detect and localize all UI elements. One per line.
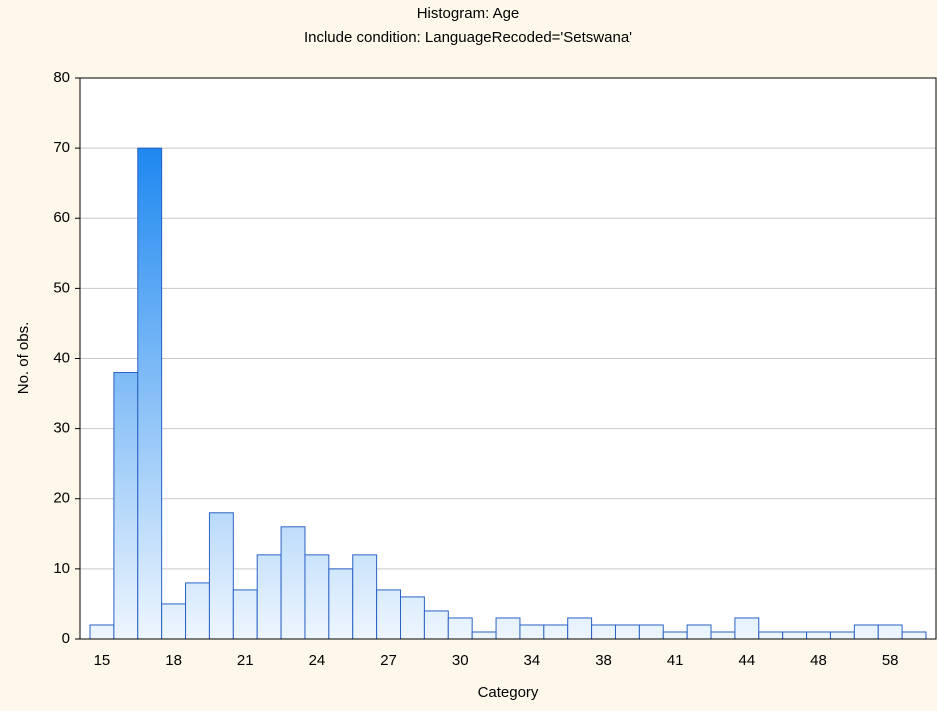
bar xyxy=(137,147,163,640)
bar xyxy=(280,526,306,640)
y-tick-label: 0 xyxy=(62,630,70,647)
x-tick-label: 48 xyxy=(810,652,827,669)
x-tick-label: 38 xyxy=(595,652,612,669)
bar xyxy=(710,631,736,640)
x-axis-label: Category xyxy=(478,684,539,701)
y-tick-label: 10 xyxy=(53,560,70,577)
bar xyxy=(232,589,258,640)
bar xyxy=(208,512,234,640)
bar xyxy=(256,554,282,640)
x-tick-label: 30 xyxy=(452,652,469,669)
bar xyxy=(161,603,187,640)
bar xyxy=(328,568,354,640)
y-tick-label: 60 xyxy=(53,209,70,226)
bar xyxy=(734,617,760,640)
x-tick-label: 41 xyxy=(667,652,684,669)
bar xyxy=(543,624,569,640)
x-tick-label: 18 xyxy=(165,652,182,669)
bar xyxy=(591,624,616,640)
y-tick-label: 20 xyxy=(53,490,70,507)
bar xyxy=(304,554,330,640)
bar xyxy=(614,624,640,640)
bar xyxy=(113,372,139,640)
x-tick-label: 44 xyxy=(739,652,756,669)
y-tick-label: 40 xyxy=(53,349,70,366)
bar xyxy=(423,610,449,640)
bar xyxy=(877,624,903,640)
bar xyxy=(400,596,425,640)
bar xyxy=(376,589,402,640)
x-tick-label: 15 xyxy=(94,652,111,669)
y-axis-label: No. of obs. xyxy=(15,322,32,395)
bar xyxy=(782,631,808,640)
x-tick-label: 24 xyxy=(309,652,326,669)
bar xyxy=(495,617,521,640)
bar xyxy=(853,624,879,640)
bar xyxy=(519,624,545,640)
bar xyxy=(471,631,497,640)
y-tick-label: 70 xyxy=(53,139,70,156)
chart-title: Histogram: Age xyxy=(417,5,520,22)
bar xyxy=(638,624,664,640)
x-tick-label: 34 xyxy=(524,652,541,669)
bar xyxy=(686,624,712,640)
chart-subtitle: Include condition: LanguageRecoded='Sets… xyxy=(304,29,632,46)
bar xyxy=(447,617,473,640)
bar xyxy=(567,617,593,640)
y-tick-label: 80 xyxy=(53,69,70,86)
plot-frame xyxy=(79,77,937,640)
y-tick-label: 30 xyxy=(53,420,70,437)
x-tick-label: 27 xyxy=(380,652,397,669)
bar xyxy=(185,582,210,640)
y-tick-label: 50 xyxy=(53,279,70,296)
bar xyxy=(806,631,831,640)
bar xyxy=(829,631,855,640)
bar xyxy=(758,631,784,640)
x-tick-label: 58 xyxy=(882,652,899,669)
x-tick-label: 21 xyxy=(237,652,254,669)
bar xyxy=(662,631,688,640)
bar xyxy=(352,554,378,640)
bar xyxy=(901,631,927,640)
bar xyxy=(89,624,115,640)
